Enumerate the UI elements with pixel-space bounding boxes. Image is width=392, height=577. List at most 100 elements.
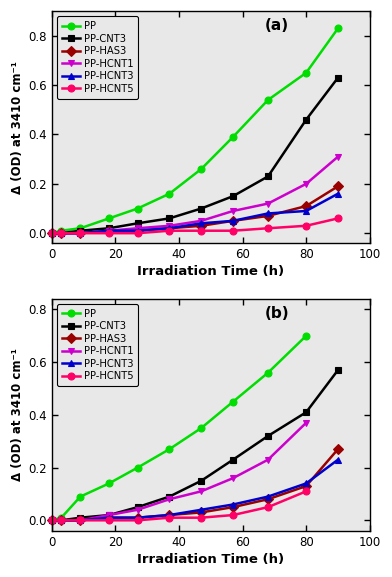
Legend: PP, PP-CNT3, PP-HAS3, PP-HCNT1, PP-HCNT3, PP-HCNT5: PP, PP-CNT3, PP-HAS3, PP-HCNT1, PP-HCNT3… [57,304,138,387]
PP-HAS3 [78,230,83,237]
PP [107,215,111,222]
PP-HCNT5 [167,227,172,234]
PP-HCNT1 [230,208,235,215]
PP-HAS3 [304,203,309,209]
PP-HCNT1 [266,200,270,207]
PP-HAS3 [135,514,140,521]
PP-HCNT3 [135,514,140,521]
PP-HCNT5 [199,227,203,234]
PP [304,332,309,339]
PP [135,205,140,212]
Line: PP: PP [48,25,341,237]
PP-HCNT1 [49,230,54,237]
PP-HCNT1 [199,218,203,224]
PP-CNT3 [199,205,203,212]
PP-HCNT3 [336,456,340,463]
Line: PP-CNT3: PP-CNT3 [48,366,341,524]
Line: PP-HCNT1: PP-HCNT1 [48,153,341,237]
PP-HAS3 [230,504,235,511]
Text: (b): (b) [265,306,289,321]
PP-HAS3 [266,496,270,503]
PP-HAS3 [336,445,340,452]
PP-HCNT1 [78,230,83,237]
PP-HCNT1 [135,506,140,513]
PP-HCNT5 [167,514,172,521]
PP-CNT3 [49,230,54,237]
PP-HCNT5 [59,230,64,237]
PP-HAS3 [59,517,64,524]
PP-HAS3 [199,509,203,516]
X-axis label: Irradiation Time (h): Irradiation Time (h) [137,265,284,278]
PP-HCNT5 [78,230,83,237]
PP-HAS3 [107,514,111,521]
PP-HCNT5 [135,517,140,524]
PP-CNT3 [266,433,270,440]
PP-CNT3 [107,512,111,519]
PP-HCNT3 [304,208,309,215]
PP-CNT3 [167,215,172,222]
PP [59,514,64,521]
PP-HCNT3 [230,218,235,224]
Line: PP-HCNT5: PP-HCNT5 [48,488,310,524]
PP [49,517,54,524]
PP-HAS3 [167,225,172,232]
PP-HAS3 [135,227,140,234]
Y-axis label: Δ (OD) at 3410 cm⁻¹: Δ (OD) at 3410 cm⁻¹ [11,349,24,481]
PP-HCNT3 [336,190,340,197]
PP-CNT3 [78,514,83,521]
PP-HCNT5 [266,225,270,232]
PP [199,166,203,173]
PP-HCNT1 [266,456,270,463]
PP-HCNT5 [266,504,270,511]
PP [336,25,340,32]
PP-CNT3 [336,74,340,81]
PP-HCNT3 [107,514,111,521]
PP-CNT3 [336,366,340,373]
PP-HCNT5 [59,517,64,524]
PP [266,369,270,376]
PP-HCNT3 [230,501,235,508]
PP-CNT3 [49,517,54,524]
Line: PP-CNT3: PP-CNT3 [48,74,341,237]
PP-HCNT3 [266,210,270,217]
PP-HCNT1 [336,153,340,160]
PP-HAS3 [266,212,270,219]
PP-HCNT5 [107,230,111,237]
PP-HCNT5 [107,517,111,524]
PP-HCNT1 [230,475,235,482]
Line: PP-HCNT1: PP-HCNT1 [48,419,310,524]
PP-CNT3 [230,456,235,463]
Line: PP: PP [48,332,310,524]
PP-HAS3 [167,512,172,519]
PP-HAS3 [336,183,340,190]
PP-HCNT5 [49,517,54,524]
PP-HAS3 [107,227,111,234]
PP-HCNT3 [59,230,64,237]
PP-CNT3 [230,193,235,200]
PP-HCNT3 [78,230,83,237]
PP-CNT3 [304,116,309,123]
PP [167,190,172,197]
PP [59,227,64,234]
Y-axis label: Δ (OD) at 3410 cm⁻¹: Δ (OD) at 3410 cm⁻¹ [11,61,24,193]
PP-CNT3 [135,504,140,511]
PP [78,225,83,232]
Line: PP-HAS3: PP-HAS3 [48,183,341,237]
PP [78,493,83,500]
Text: (a): (a) [265,18,289,33]
PP-HCNT5 [49,230,54,237]
PP-HCNT5 [230,512,235,519]
PP-HAS3 [304,482,309,489]
PP [199,425,203,432]
PP-HAS3 [230,218,235,224]
PP-HCNT1 [304,181,309,188]
PP-HCNT3 [59,517,64,524]
PP [167,445,172,452]
PP-HCNT5 [78,517,83,524]
PP [230,398,235,405]
PP-CNT3 [59,230,64,237]
PP-CNT3 [167,493,172,500]
PP-HCNT5 [336,215,340,222]
PP-HCNT3 [78,517,83,524]
PP [304,69,309,76]
